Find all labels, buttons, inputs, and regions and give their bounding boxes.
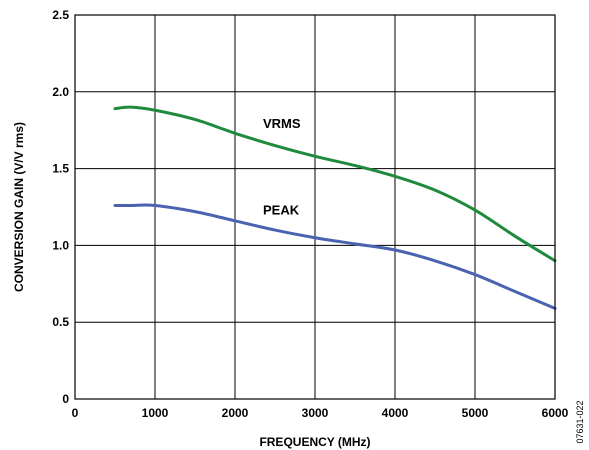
series-line-vrms — [113, 105, 557, 263]
y-axis-title: CONVERSION GAIN (V/V rms) — [12, 122, 26, 292]
grid — [75, 15, 555, 399]
x-tick-labels: 0 1000 2000 3000 4000 5000 6000 — [72, 406, 569, 420]
y-tick-labels: 0 0.5 1.0 1.5 2.0 2.5 — [52, 8, 69, 406]
y-tick-label: 2.5 — [52, 8, 69, 22]
x-tick-label: 2000 — [222, 406, 249, 420]
plot-frame — [74, 14, 556, 400]
x-tick-label: 4000 — [382, 406, 409, 420]
y-tick-label: 0.5 — [52, 315, 69, 329]
y-tick-label: 1.0 — [52, 238, 69, 252]
y-tick-label: 2.0 — [52, 85, 69, 99]
x-tick-label: 0 — [72, 406, 79, 420]
y-tick-label: 0 — [62, 392, 69, 406]
x-tick-label: 1000 — [142, 406, 169, 420]
x-tick-label: 3000 — [302, 406, 329, 420]
series-line-peak — [113, 203, 557, 310]
series-labels: VRMS PEAK — [263, 116, 301, 217]
x-axis-title: FREQUENCY (MHz) — [259, 435, 370, 449]
series-label-peak: PEAK — [263, 203, 300, 218]
x-tick-label: 6000 — [542, 406, 569, 420]
series-label-vrms: VRMS — [263, 116, 301, 131]
x-tick-label: 5000 — [462, 406, 489, 420]
series-lines — [113, 105, 557, 310]
figure-id: 07631-022 — [575, 400, 585, 443]
y-tick-label: 1.5 — [52, 162, 69, 176]
